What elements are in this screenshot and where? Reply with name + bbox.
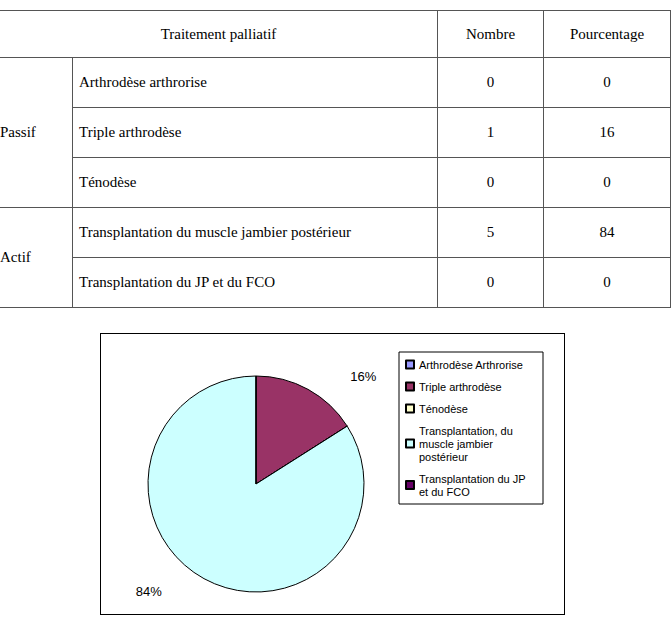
html-text:16: 16 — [599, 124, 615, 140]
svg-text:Arthrodèse Arthrorise: Arthrodèse Arthrorise — [419, 359, 523, 371]
html-text:0: 0 — [603, 274, 611, 290]
html-text:Passif: Passif — [0, 124, 36, 140]
html-text:Ténodèse: Ténodèse — [79, 174, 137, 190]
html-text:0: 0 — [603, 74, 611, 90]
svg-text:postérieur: postérieur — [419, 451, 468, 463]
svg-text:84%: 84% — [136, 584, 162, 599]
svg-text:16%: 16% — [350, 369, 376, 384]
html-text:Traitement palliatif: Traitement palliatif — [160, 25, 277, 42]
html-text:Transplantation du muscle jamb: Transplantation du muscle jambier postér… — [79, 224, 351, 240]
html-text:0: 0 — [603, 174, 611, 190]
html-text:0: 0 — [486, 174, 495, 190]
html-text:0: 0 — [486, 74, 495, 90]
html-text:Nombre: Nombre — [465, 25, 516, 42]
svg-text:et du FCO: et du FCO — [419, 486, 470, 498]
html-text:84: 84 — [599, 224, 615, 240]
html-text:Triple arthrodèse: Triple arthrodèse — [79, 124, 182, 140]
svg-text:Transplantation, du: Transplantation, du — [419, 425, 516, 437]
svg-text:muscle jambier: muscle jambier — [419, 438, 496, 450]
html-text:5: 5 — [486, 224, 495, 240]
html-text:Actif: Actif — [0, 249, 31, 265]
html-text:Pourcentage: Pourcentage — [569, 25, 645, 42]
html-text:Arthrodèse arthrorise: Arthrodèse arthrorise — [79, 74, 207, 90]
html-text:1: 1 — [486, 124, 495, 140]
html-text:0: 0 — [486, 274, 495, 290]
svg-text:Triple arthrodèse: Triple arthrodèse — [419, 381, 502, 393]
svg-text:Ténodèse: Ténodèse — [419, 403, 468, 415]
html-text:Transplantation du JP et du FC: Transplantation du JP et du FCO — [79, 274, 275, 290]
svg-text:Transplantation du JP: Transplantation du JP — [419, 473, 528, 485]
